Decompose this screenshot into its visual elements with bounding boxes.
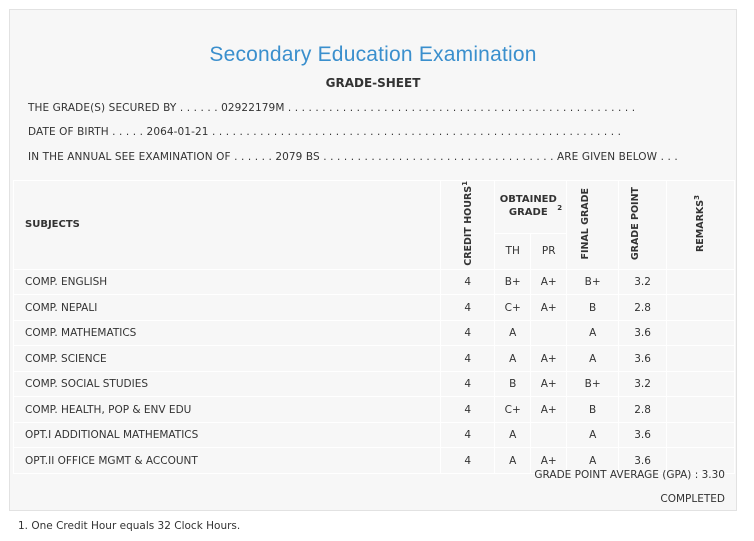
credit-cell: 4	[440, 370, 496, 398]
th-grade-cell: B	[494, 370, 532, 398]
credit-cell: 4	[440, 268, 496, 296]
grades-table: SUBJECTS CREDIT HOURS1 OBTAINED GRADE 2 F…	[12, 180, 735, 474]
final-grade-cell: B+	[566, 370, 620, 398]
subjects-header: SUBJECTS	[12, 180, 442, 270]
th-grade-cell: A	[494, 319, 532, 347]
remarks-header: REMARKS3	[666, 180, 735, 270]
remarks-cell	[666, 396, 735, 423]
final-grade-cell: A	[566, 345, 620, 372]
footnote: 1. One Credit Hour equals 32 Clock Hours…	[18, 520, 241, 532]
th-grade-cell: A	[494, 447, 532, 474]
th-grade-cell: A	[494, 345, 532, 372]
pr-header: PR	[530, 232, 568, 270]
table-row: COMP. NEPALI 4 C+ A+ B 2.8	[12, 294, 735, 321]
final-grade-cell: B	[566, 294, 620, 321]
grade-point-cell: 2.8	[618, 396, 668, 423]
grade-point-cell: 3.6	[618, 447, 668, 474]
grade-sheet-panel: Secondary Education Examination GRADE-SH…	[9, 9, 737, 511]
subject-cell: COMP. SCIENCE	[12, 345, 442, 372]
pr-grade-cell: A+	[530, 345, 568, 372]
pr-grade-cell: A+	[530, 268, 568, 296]
grade-sheet-heading: GRADE-SHEET	[325, 76, 421, 90]
remarks-cell	[666, 447, 735, 474]
pr-grade-cell	[530, 319, 568, 347]
remarks-cell	[666, 421, 735, 449]
obtained-grade-header: OBTAINED GRADE 2	[494, 180, 568, 234]
subject-cell: COMP. ENGLISH	[12, 268, 442, 296]
remarks-cell	[666, 345, 735, 372]
pr-grade-cell: A+	[530, 370, 568, 398]
exam-title: Secondary Education Examination	[209, 43, 537, 66]
subject-cell: COMP. NEPALI	[12, 294, 442, 321]
subject-cell: OPT.I ADDITIONAL MATHEMATICS	[12, 421, 442, 449]
final-grade-cell: B+	[566, 268, 620, 296]
credit-cell: 4	[440, 345, 496, 372]
table-header-row: SUBJECTS CREDIT HOURS1 OBTAINED GRADE 2 F…	[12, 180, 735, 270]
th-grade-cell: C+	[494, 294, 532, 321]
th-grade-cell: A	[494, 421, 532, 449]
remarks-cell	[666, 370, 735, 398]
date-of-birth-line: DATE OF BIRTH . . . . . 2064-01-21 . . .…	[28, 126, 622, 138]
pr-grade-cell	[530, 421, 568, 449]
final-grade-cell: A	[566, 447, 620, 474]
examination-line: IN THE ANNUAL SEE EXAMINATION OF . . . .…	[28, 151, 678, 163]
remarks-cell	[666, 294, 735, 321]
gpa-summary: GRADE POINT AVERAGE (GPA) : 3.30	[534, 469, 725, 481]
final-grade-cell: A	[566, 421, 620, 449]
grade-point-cell: 3.2	[618, 370, 668, 398]
table-row: OPT.I ADDITIONAL MATHEMATICS 4 A A 3.6	[12, 421, 735, 449]
subject-cell: COMP. HEALTH, POP & ENV EDU	[12, 396, 442, 423]
secured-by-line: THE GRADE(S) SECURED BY . . . . . . 0292…	[28, 102, 636, 114]
grade-point-cell: 3.6	[618, 319, 668, 347]
table-row: COMP. HEALTH, POP & ENV EDU 4 C+ A+ B 2.…	[12, 396, 735, 423]
pr-grade-cell: A+	[530, 396, 568, 423]
final-grade-cell: A	[566, 319, 620, 347]
pr-grade-cell: A+	[530, 294, 568, 321]
status-text: COMPLETED	[660, 493, 725, 505]
th-grade-cell: B+	[494, 268, 532, 296]
grade-point-header: GRADE POINT	[618, 180, 668, 270]
th-header: TH	[494, 232, 532, 270]
table-row: COMP. ENGLISH 4 B+ A+ B+ 3.2	[12, 268, 735, 296]
credit-cell: 4	[440, 447, 496, 474]
remarks-cell	[666, 319, 735, 347]
credit-cell: 4	[440, 396, 496, 423]
credit-cell: 4	[440, 319, 496, 347]
credit-hours-header: CREDIT HOURS1	[440, 180, 496, 270]
pr-grade-cell: A+	[530, 447, 568, 474]
table-row: COMP. SOCIAL STUDIES 4 B A+ B+ 3.2	[12, 370, 735, 398]
grade-point-cell: 3.2	[618, 268, 668, 296]
remarks-cell	[666, 268, 735, 296]
subject-cell: OPT.II OFFICE MGMT & ACCOUNT	[12, 447, 442, 474]
grade-point-cell: 2.8	[618, 294, 668, 321]
table-row: COMP. SCIENCE 4 A A+ A 3.6	[12, 345, 735, 372]
table-subheader-row: TH PR	[14, 232, 735, 270]
final-grade-header: FINAL GRADE	[566, 180, 620, 270]
subject-cell: COMP. SOCIAL STUDIES	[12, 370, 442, 398]
credit-cell: 4	[440, 421, 496, 449]
credit-cell: 4	[440, 294, 496, 321]
th-grade-cell: C+	[494, 396, 532, 423]
grade-point-cell: 3.6	[618, 345, 668, 372]
table-row: COMP. MATHEMATICS 4 A A 3.6	[12, 319, 735, 347]
grade-point-cell: 3.6	[618, 421, 668, 449]
final-grade-cell: B	[566, 396, 620, 423]
table-row: OPT.II OFFICE MGMT & ACCOUNT 4 A A+ A 3.…	[12, 447, 735, 474]
subject-cell: COMP. MATHEMATICS	[12, 319, 442, 347]
